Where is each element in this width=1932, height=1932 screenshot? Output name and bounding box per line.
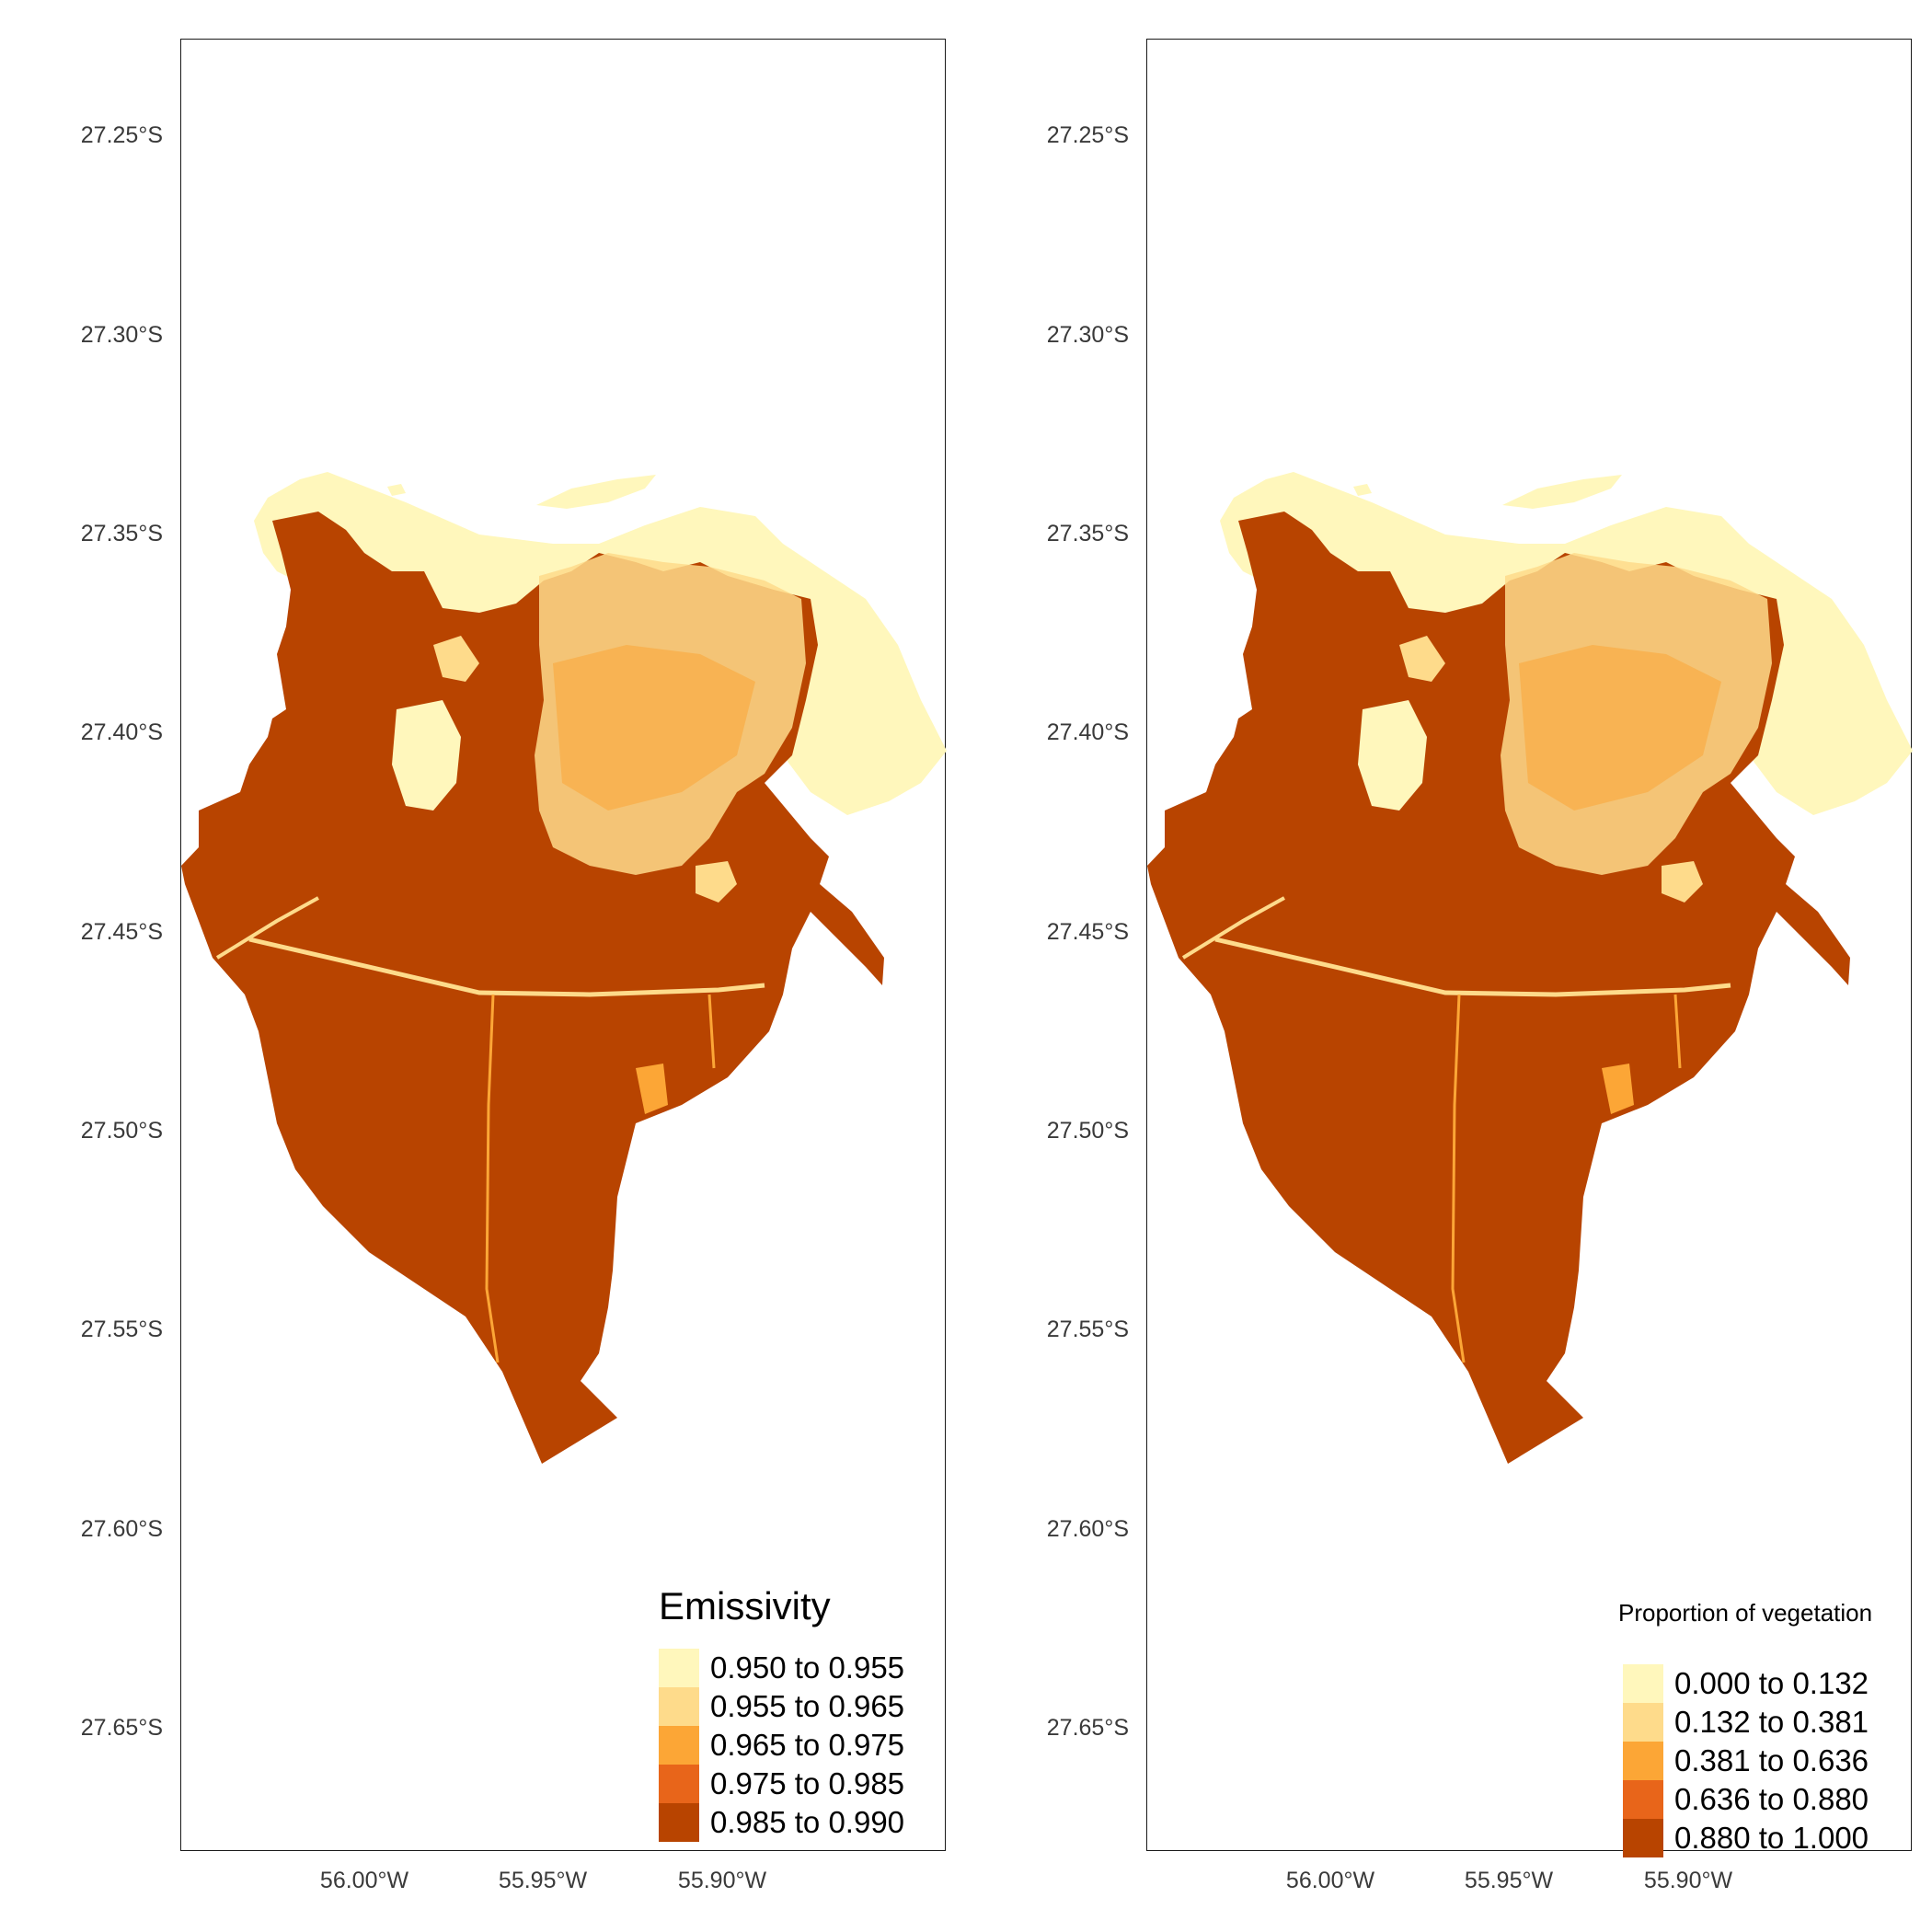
legend-label: 0.975 to 0.985: [710, 1766, 905, 1800]
road-ns: [1451, 994, 1466, 1363]
legend: Proportion of vegetation 0.000 to 0.132 …: [1618, 1599, 1872, 1857]
lat-label: 27.55°S: [80, 1317, 163, 1342]
legend: Emissivity 0.950 to 0.955 0.955 to 0.965…: [659, 1584, 904, 1842]
legend-item: 0.132 to 0.381: [1623, 1703, 1872, 1742]
legend-label: 0.132 to 0.381: [1674, 1705, 1869, 1739]
clearing-1: [392, 700, 461, 811]
road-ew: [1214, 937, 1731, 997]
lat-label: 27.40°S: [1046, 719, 1129, 745]
legend-swatch: [1623, 1819, 1663, 1857]
legend-item: 0.381 to 0.636: [1623, 1742, 1872, 1780]
legend-item: 0.636 to 0.880: [1623, 1780, 1872, 1819]
lat-label: 27.50°S: [80, 1118, 163, 1144]
legend-item: 0.965 to 0.975: [659, 1726, 904, 1765]
road-diag: [215, 896, 319, 960]
clearing-1: [1358, 700, 1427, 811]
vegetation-raster: [1147, 472, 1913, 1464]
island-small: [1353, 484, 1372, 496]
legend-item: 0.955 to 0.965: [659, 1687, 904, 1726]
legend-label: 0.636 to 0.880: [1674, 1782, 1869, 1816]
lon-label: 55.90°W: [1643, 1868, 1733, 1893]
clearing-4: [1602, 1064, 1634, 1114]
lat-label: 27.65°S: [1046, 1715, 1129, 1741]
legend-label: 0.965 to 0.975: [710, 1728, 905, 1762]
legend-title: Proportion of vegetation: [1618, 1599, 1873, 1627]
lon-label: 55.90°W: [677, 1868, 767, 1893]
lat-label: 27.60°S: [80, 1516, 163, 1542]
urban-zone-2: [1519, 645, 1721, 811]
legend-swatch: [1623, 1780, 1663, 1819]
clearing-3: [696, 861, 737, 903]
island: [1502, 475, 1622, 509]
legend-label: 0.000 to 0.132: [1674, 1666, 1869, 1700]
clearing-2: [1399, 636, 1445, 682]
clearing-3: [1662, 861, 1703, 903]
legend-title: Emissivity: [659, 1584, 831, 1627]
legend-swatch: [659, 1726, 699, 1765]
legend-item: 0.880 to 1.000: [1623, 1819, 1872, 1857]
legend-label: 0.381 to 0.636: [1674, 1743, 1869, 1777]
legend-swatch: [1623, 1703, 1663, 1742]
map-frame: [1146, 39, 1913, 1851]
island-small: [387, 484, 406, 496]
legend-label: 0.985 to 0.990: [710, 1805, 905, 1839]
lat-label: 27.40°S: [80, 719, 163, 745]
lat-label: 27.35°S: [80, 521, 163, 546]
road-ns: [485, 994, 500, 1363]
legend-item: 0.000 to 0.132: [1623, 1664, 1872, 1703]
lat-label: 27.35°S: [1046, 521, 1129, 546]
lat-label: 27.50°S: [1046, 1118, 1129, 1144]
lon-label: 56.00°W: [319, 1868, 409, 1893]
road-diag: [1181, 896, 1285, 960]
legend-label: 0.950 to 0.955: [710, 1650, 905, 1685]
legend-item: 0.985 to 0.990: [659, 1803, 904, 1842]
island: [536, 475, 656, 509]
clearing-2: [433, 636, 479, 682]
lat-label: 27.45°S: [1046, 919, 1129, 945]
map-panel-emissivity: 27.25°S 27.30°S 27.35°S 27.40°S 27.45°S …: [80, 39, 947, 1893]
clearing-4: [636, 1064, 668, 1114]
lat-label: 27.65°S: [80, 1715, 163, 1741]
lat-label: 27.25°S: [1046, 122, 1129, 148]
legend-item: 0.950 to 0.955: [659, 1649, 904, 1687]
legend-swatch: [1623, 1742, 1663, 1780]
road-ns-2: [1673, 994, 1682, 1069]
legend-swatch: [659, 1649, 699, 1687]
legend-item: 0.975 to 0.985: [659, 1765, 904, 1803]
legend-swatch: [659, 1687, 699, 1726]
lon-label: 56.00°W: [1285, 1868, 1375, 1893]
map-panel-vegetation: 27.25°S 27.30°S 27.35°S 27.40°S 27.45°S …: [966, 0, 1932, 1932]
emissivity-raster: [181, 472, 947, 1464]
legend-swatch: [659, 1803, 699, 1842]
lat-label: 27.45°S: [80, 919, 163, 945]
legend-swatch: [659, 1765, 699, 1803]
road-ns-2: [707, 994, 716, 1069]
lat-label: 27.55°S: [1046, 1317, 1129, 1342]
lon-label: 55.95°W: [1464, 1868, 1554, 1893]
lon-label: 55.95°W: [498, 1868, 588, 1893]
lat-label: 27.30°S: [80, 322, 163, 348]
lat-label: 27.30°S: [1046, 322, 1129, 348]
legend-label: 0.880 to 1.000: [1674, 1821, 1869, 1855]
urban-zone-2: [553, 645, 755, 811]
lat-label: 27.25°S: [80, 122, 163, 148]
road-ew: [248, 937, 765, 997]
map-frame: [180, 39, 947, 1851]
lat-label: 27.60°S: [1046, 1516, 1129, 1542]
legend-swatch: [1623, 1664, 1663, 1703]
legend-label: 0.955 to 0.965: [710, 1689, 905, 1723]
